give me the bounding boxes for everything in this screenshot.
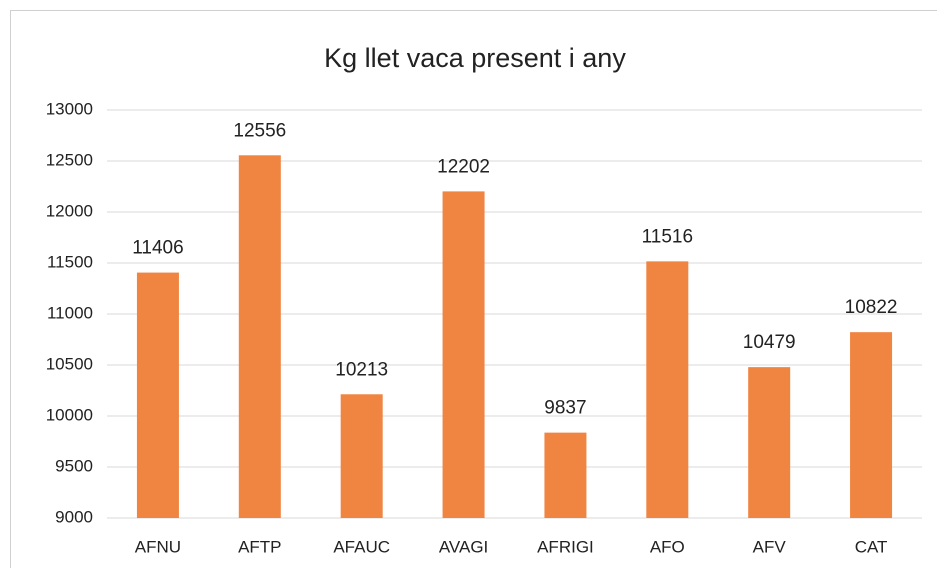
x-tick-label: AFNU <box>135 537 181 556</box>
bar <box>646 261 689 518</box>
bar <box>340 394 383 518</box>
data-label: 10822 <box>845 297 898 318</box>
x-tick-label: CAT <box>855 537 888 556</box>
bar <box>544 432 587 518</box>
x-tick-label: AFV <box>753 537 787 556</box>
x-tick-label: AFRIGI <box>537 537 594 556</box>
y-tick-label: 11500 <box>47 252 93 271</box>
y-tick-label: 10000 <box>46 405 93 424</box>
data-label: 10213 <box>335 359 388 380</box>
x-tick-label: AFAUC <box>333 537 390 556</box>
y-tick-label: 9000 <box>55 507 93 526</box>
chart-title: Kg llet vaca present i any <box>324 43 626 73</box>
bar <box>238 155 281 518</box>
data-label: 12556 <box>233 120 286 141</box>
bar <box>748 367 791 518</box>
y-tick-label: 12000 <box>46 201 93 220</box>
x-tick-label: AFTP <box>238 537 281 556</box>
y-tick-label: 11000 <box>47 303 93 322</box>
y-tick-label: 13000 <box>46 99 93 118</box>
data-label: 10479 <box>743 332 796 353</box>
x-tick-label: AFO <box>650 537 685 556</box>
bar <box>442 191 485 518</box>
x-tick-label: AVAGI <box>439 537 488 556</box>
bar <box>850 332 893 518</box>
data-label: 9837 <box>544 398 586 419</box>
data-label: 11516 <box>642 226 693 247</box>
y-tick-label: 10500 <box>46 354 93 373</box>
y-tick-label: 9500 <box>55 456 93 475</box>
data-label: 12202 <box>437 156 490 177</box>
y-tick-label: 12500 <box>46 150 93 169</box>
data-label: 11406 <box>132 238 183 259</box>
bar <box>136 272 179 518</box>
